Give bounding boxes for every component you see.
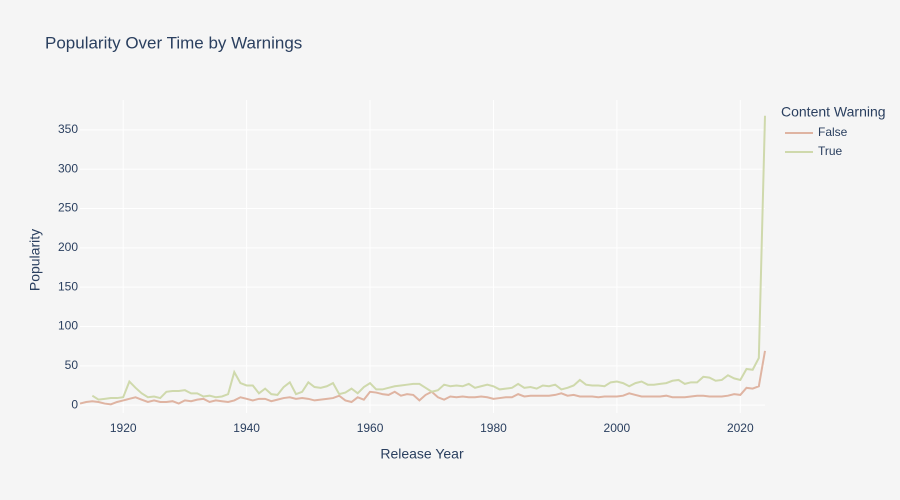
y-tick-label: 150	[58, 279, 78, 293]
x-tick-label: 2020	[727, 421, 754, 435]
y-tick-label: 50	[65, 358, 79, 372]
legend-label: False	[818, 125, 848, 139]
x-tick-label: 1940	[233, 421, 260, 435]
line-series	[79, 350, 766, 406]
x-tick-label: 2000	[604, 421, 631, 435]
line-series	[91, 115, 766, 401]
x-tick-label: 1980	[480, 421, 507, 435]
y-tick-label: 250	[58, 201, 78, 215]
x-axis-title: Release Year	[380, 446, 464, 462]
x-tick-label: 1920	[110, 421, 137, 435]
legend-label: True	[818, 144, 843, 158]
y-axis-title: Popularity	[27, 229, 43, 291]
y-tick-label: 0	[71, 397, 78, 411]
x-tick-label: 1960	[357, 421, 384, 435]
y-tick-label: 300	[58, 161, 78, 175]
y-tick-label: 350	[58, 122, 78, 136]
y-tick-label: 100	[58, 319, 78, 333]
y-tick-label: 200	[58, 240, 78, 254]
legend-title: Content Warning	[781, 104, 886, 120]
chart-title: Popularity Over Time by Warnings	[45, 33, 302, 52]
